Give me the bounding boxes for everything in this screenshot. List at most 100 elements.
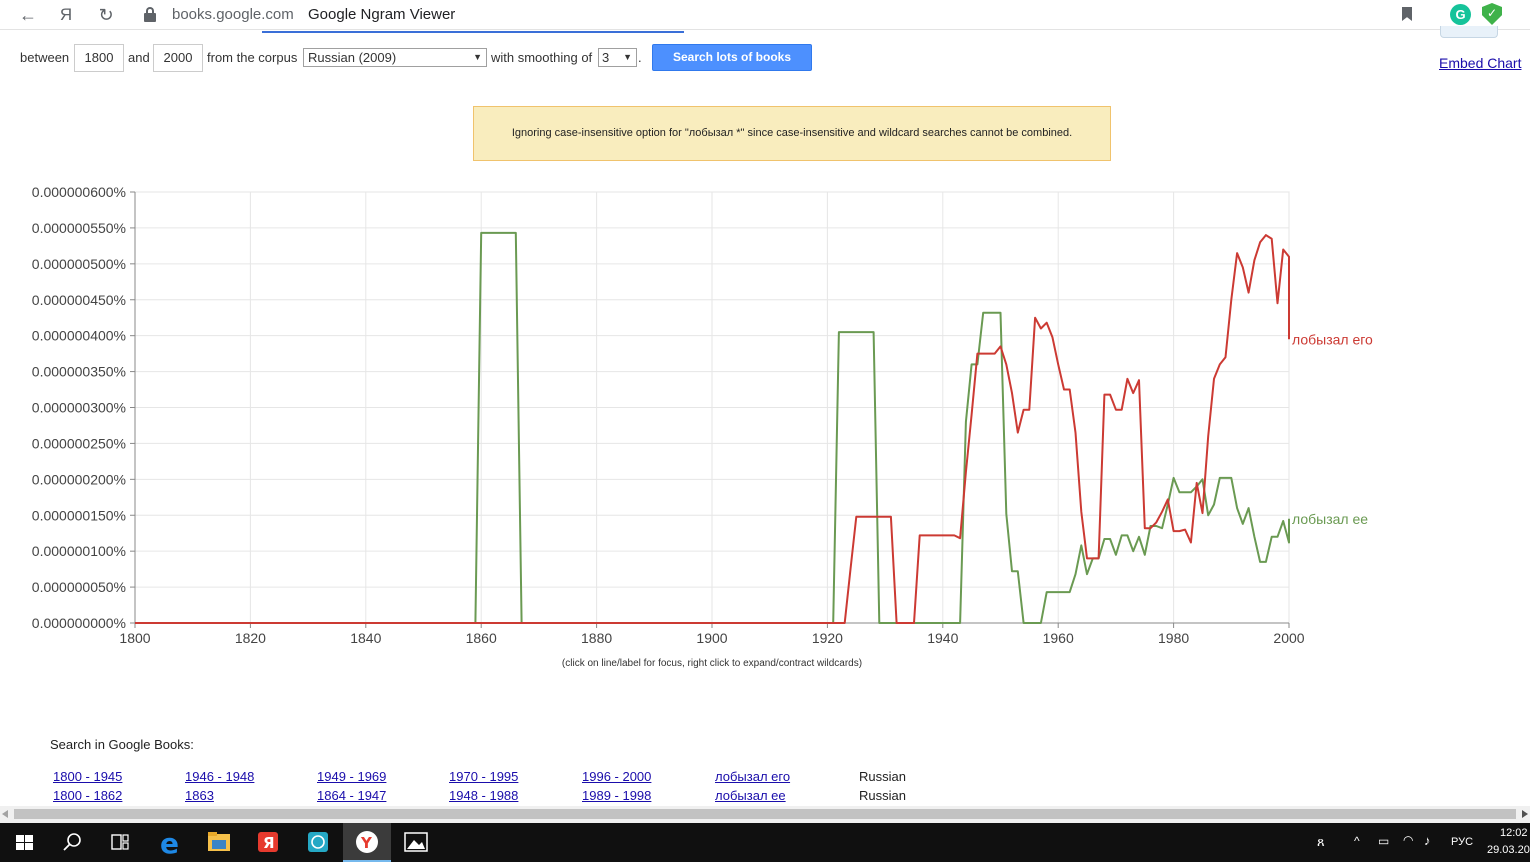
books-language: Russian <box>859 788 906 803</box>
bookmark-icon[interactable] <box>1402 7 1412 21</box>
dropdown-arrow-icon: ▼ <box>473 52 482 62</box>
start-year-input[interactable]: 1800 <box>74 44 124 72</box>
x-tick-label: 1860 <box>466 630 497 646</box>
search-button[interactable]: Search lots of books <box>652 44 812 71</box>
yandex-browser-icon: Я <box>258 832 278 852</box>
back-button[interactable]: ← <box>19 5 37 25</box>
edge-icon: e <box>160 827 179 860</box>
search-icon <box>63 833 81 851</box>
corpus-select[interactable]: Russian (2009) ▼ <box>303 48 487 67</box>
browser-toolbar: ← Я ↻ books.google.com Google Ngram View… <box>0 0 1530 30</box>
books-range-link[interactable]: 1800 - 1945 <box>53 769 123 784</box>
y-tick-label: 0.000000250% <box>32 435 126 451</box>
series-line[interactable] <box>135 231 1290 624</box>
start-button[interactable] <box>0 823 48 862</box>
series-label[interactable]: лобызал ее <box>1292 511 1368 527</box>
yandex-browser-round-icon: Y <box>356 831 378 853</box>
books-search-title: Search in Google Books: <box>50 737 194 752</box>
horizontal-scrollbar[interactable] <box>0 806 1530 823</box>
y-tick-label: 0.000000400% <box>32 328 126 344</box>
y-tick-label: 0.000000150% <box>32 507 126 523</box>
whatsapp-taskbar-button[interactable] <box>294 823 342 862</box>
x-tick-label: 1880 <box>581 630 612 646</box>
x-tick-label: 1900 <box>696 630 727 646</box>
ngram-chart-svg[interactable]: 0.000000000% 0.000000050% 0.000000100% 0.00… <box>0 180 1530 680</box>
case-insensitive-notice: Ignoring case-insensitive option for "ло… <box>473 106 1111 161</box>
windows-taskbar: e Я Y ጸ ^ ▭ ◠ ♪ РУС 12:02 29.03.20 <box>0 823 1530 862</box>
period-label: . <box>638 50 642 65</box>
x-tick-label: 1960 <box>1043 630 1074 646</box>
corpus-label: from the corpus <box>207 50 298 65</box>
books-range-link[interactable]: лобызал ее <box>715 788 786 803</box>
svg-text:Y: Y <box>360 834 373 852</box>
books-row: 1800 - 1945 1946 - 1948 1949 - 1969 1970 - … <box>53 769 953 787</box>
books-range-link[interactable]: лобызал его <box>715 769 791 784</box>
embed-chart-link[interactable]: Embed Chart <box>1439 55 1522 71</box>
wifi-icon[interactable]: ◠ <box>1403 833 1414 847</box>
clock-date[interactable]: 29.03.20 <box>1487 844 1530 856</box>
books-range-link[interactable]: 1949 - 1969 <box>317 769 387 784</box>
task-view-button[interactable] <box>96 823 144 862</box>
address-bar[interactable]: books.google.com Google Ngram Viewer <box>134 2 1426 28</box>
task-view-icon <box>111 834 129 850</box>
end-year-input[interactable]: 2000 <box>153 44 203 72</box>
books-range-link[interactable]: 1970 - 1995 <box>449 769 519 784</box>
y-tick-label: 0.000000050% <box>32 579 126 595</box>
svg-text:e: e <box>160 827 179 860</box>
series-line[interactable] <box>135 234 1290 624</box>
people-icon[interactable]: ጸ <box>1317 834 1325 849</box>
books-range-link[interactable]: 1864 - 1947 <box>317 788 387 803</box>
volume-icon[interactable]: ♪ <box>1424 833 1431 848</box>
x-tick-label: 1940 <box>927 630 958 646</box>
books-range-link[interactable]: 1863 <box>185 788 214 803</box>
books-range-link[interactable]: 1996 - 2000 <box>582 769 652 784</box>
search-taskbar-button[interactable] <box>48 823 96 862</box>
corpus-value: Russian (2009) <box>308 50 397 65</box>
chart-hint: (click on line/label for focus, right cl… <box>561 658 863 669</box>
battery-icon[interactable]: ▭ <box>1378 834 1390 848</box>
reload-button[interactable]: ↻ <box>98 5 114 25</box>
photos-taskbar-button[interactable] <box>392 823 440 862</box>
tweet-button[interactable] <box>1440 26 1498 38</box>
yandex-taskbar-button[interactable]: Я <box>244 823 292 862</box>
lock-icon <box>144 7 156 22</box>
x-tick-label: 1920 <box>812 630 843 646</box>
books-range-link[interactable]: 1800 - 1862 <box>53 788 123 803</box>
books-range-link[interactable]: 1989 - 1998 <box>582 788 652 803</box>
smoothing-select[interactable]: 3 ▼ <box>598 48 637 67</box>
between-label: between <box>20 50 70 65</box>
y-tick-label: 0.000000200% <box>32 471 126 487</box>
grammarly-extension-icon[interactable]: G <box>1450 4 1471 25</box>
windows-logo-icon <box>16 835 33 851</box>
series-label[interactable]: лобызал его <box>1292 331 1373 347</box>
y-tick-label: 0.000000000% <box>32 615 126 631</box>
smoothing-value: 3 <box>602 50 610 65</box>
clock-time[interactable]: 12:02 <box>1500 827 1528 839</box>
file-explorer-taskbar-button[interactable] <box>195 823 243 862</box>
books-range-link[interactable]: 1946 - 1948 <box>185 769 255 784</box>
page-title: Google Ngram Viewer <box>308 6 456 23</box>
x-tick-label: 1820 <box>235 630 266 646</box>
whatsapp-icon <box>308 832 328 852</box>
svg-text:Я: Я <box>263 834 275 852</box>
books-range-link[interactable]: 1948 - 1988 <box>449 788 519 803</box>
input-language-indicator[interactable]: РУС <box>1451 836 1474 848</box>
image-viewer-icon <box>404 832 428 852</box>
yandex-browser-active-button[interactable]: Y <box>343 823 391 862</box>
x-tick-label: 1980 <box>1158 630 1189 646</box>
smoothing-label: with smoothing of <box>491 50 593 65</box>
page-load-progress <box>262 31 684 33</box>
yandex-home-button[interactable]: Я <box>59 5 73 24</box>
folder-icon <box>208 832 230 851</box>
y-tick-label: 0.000000300% <box>32 400 126 416</box>
edge-taskbar-button[interactable]: e <box>146 823 194 862</box>
tray-chevron-up-icon[interactable]: ^ <box>1354 834 1360 848</box>
books-row: 1800 - 1862 1863 1864 - 1947 1948 - 1988 198… <box>53 788 953 806</box>
y-tick-label: 0.000000450% <box>32 292 126 308</box>
scroll-left-arrow-icon[interactable] <box>2 810 8 818</box>
scroll-right-arrow-icon[interactable] <box>1522 810 1528 818</box>
books-language: Russian <box>859 769 906 784</box>
scrollbar-thumb[interactable] <box>14 809 1516 819</box>
and-label: and <box>128 50 150 65</box>
shield-extension-icon[interactable]: ✓ <box>1482 3 1502 25</box>
